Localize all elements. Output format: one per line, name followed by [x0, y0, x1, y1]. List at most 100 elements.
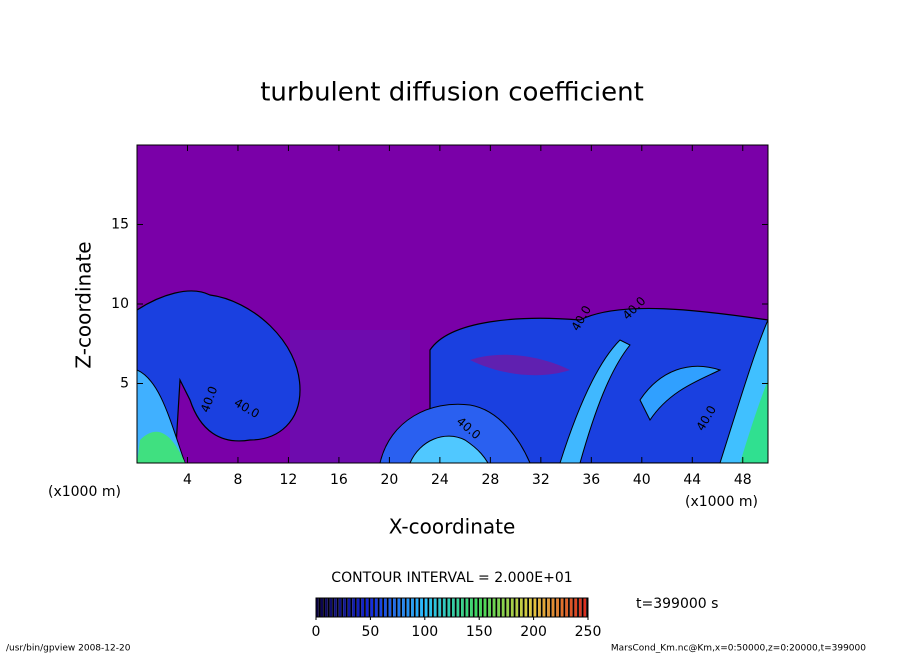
colorbar-gap [509, 598, 511, 617]
colorbar-gap [409, 598, 412, 617]
colorbar-swatch [347, 598, 351, 617]
colorbar-gap [323, 598, 326, 617]
colorbar-gap [459, 598, 462, 617]
colorbar-swatch [470, 598, 473, 617]
colorbar-swatch [483, 598, 487, 617]
x-tick-label: 32 [532, 472, 550, 488]
colorbar-swatch [352, 598, 355, 617]
colorbar-gap [486, 598, 489, 617]
x-tick-label: 20 [380, 472, 398, 488]
colorbar-swatch [388, 598, 392, 617]
colorbar-gap [504, 598, 507, 617]
colorbar-swatch [569, 598, 573, 617]
colorbar-gap [364, 598, 366, 617]
colorbar-swatch [506, 598, 510, 617]
colorbar-swatch [520, 598, 523, 617]
colorbar-gap [513, 598, 516, 617]
x-tick-label: 48 [734, 472, 752, 488]
contour-interval: CONTOUR INTERVAL = 2.000E+01 [331, 570, 572, 586]
colorbar-gap [581, 598, 584, 617]
colorbar-swatch [533, 598, 537, 617]
colorbar-gap [490, 598, 493, 617]
colorbar-swatch [515, 598, 519, 617]
y-tick-label: 10 [111, 296, 129, 312]
y-tick-label: 5 [120, 376, 129, 392]
colorbar-swatch [320, 598, 324, 617]
colorbar-gap [463, 598, 466, 617]
colorbar-gap [568, 598, 570, 617]
colorbar-swatch [556, 598, 559, 617]
colorbar-tick-label: 0 [312, 624, 321, 640]
colorbar-swatch [551, 598, 555, 617]
colorbar-swatch [402, 598, 405, 617]
colorbar-gap [418, 598, 421, 617]
colorbar-gap [558, 598, 561, 617]
colorbar-gap [386, 598, 389, 617]
colorbar-gap [481, 598, 484, 617]
colorbar-gap [531, 598, 534, 617]
colorbar-gap [445, 598, 448, 617]
colorbar-swatch [438, 598, 442, 617]
chart-title: turbulent diffusion coefficient [260, 78, 644, 108]
colorbar-swatch [356, 598, 360, 617]
colorbar-swatch [393, 598, 396, 617]
colorbar-gap [336, 598, 339, 617]
colorbar-swatch [456, 598, 460, 617]
colorbar-tick-label: 50 [361, 624, 379, 640]
colorbar-gap [518, 598, 520, 617]
colorbar-swatch [316, 598, 319, 617]
colorbar-frame [315, 597, 589, 618]
colorbar-gap [400, 598, 403, 617]
colorbar-gap [404, 598, 407, 617]
colorbar-gap [427, 598, 430, 617]
colorbar-swatch [501, 598, 505, 617]
colorbar-gap [450, 598, 452, 617]
colorbar-swatch [420, 598, 423, 617]
colorbar-swatch [361, 598, 365, 617]
colorbar-gap [377, 598, 380, 617]
x-tick-label: 12 [280, 472, 298, 488]
colorbar-swatch [374, 598, 378, 617]
colorbar-gap [354, 598, 357, 617]
x-tick-label: 24 [431, 472, 449, 488]
colorbar-swatch [492, 598, 496, 617]
colorbar-gap [522, 598, 525, 617]
y-axis-title: Z-coordinate [72, 241, 96, 368]
colorbar-swatch [379, 598, 383, 617]
x-tick-label: 4 [183, 472, 192, 488]
colorbar-swatch [429, 598, 433, 617]
colorbar-swatch [538, 598, 541, 617]
colorbar-gap [468, 598, 471, 617]
colorbar-gap [536, 598, 539, 617]
colorbar-swatch [497, 598, 501, 617]
colorbar-gap [413, 598, 416, 617]
colorbar-swatch [370, 598, 374, 617]
colorbar-tick-label: 200 [520, 624, 547, 640]
colorbar-gap [327, 598, 330, 617]
colorbar-tick-label: 100 [411, 624, 438, 640]
colorbar-swatch [411, 598, 414, 617]
x-axis-title: X-coordinate [389, 515, 516, 539]
colorbar-gap [373, 598, 375, 617]
footer: /usr/bin/gpview 2008-12-20 [6, 644, 131, 654]
colorbar-swatch [338, 598, 342, 617]
colorbar-tick-label: 250 [575, 624, 602, 640]
colorbar-gap [563, 598, 566, 617]
colorbar-gap [350, 598, 353, 617]
x-tick-label: 28 [481, 472, 499, 488]
colorbar-gap [472, 598, 475, 617]
colorbar-swatch [334, 598, 337, 617]
footer: MarsCond_Km.nc@Km,x=0:50000,z=0:20000,t=… [611, 644, 866, 654]
x-tick-label: 36 [582, 472, 600, 488]
x-tick-label: 16 [330, 472, 348, 488]
time-label: t=399000 s [636, 596, 718, 612]
colorbar-gap [368, 598, 371, 617]
x-tick-label: 44 [683, 472, 701, 488]
colorbar-swatch [447, 598, 451, 617]
colorbar-gap [577, 598, 579, 617]
colorbar-gap [477, 598, 480, 617]
x-unit: (x1000 m) [48, 484, 121, 500]
colorbar-gap [382, 598, 384, 617]
x-unit: (x1000 m) [685, 494, 758, 510]
colorbar-swatch [406, 598, 410, 617]
